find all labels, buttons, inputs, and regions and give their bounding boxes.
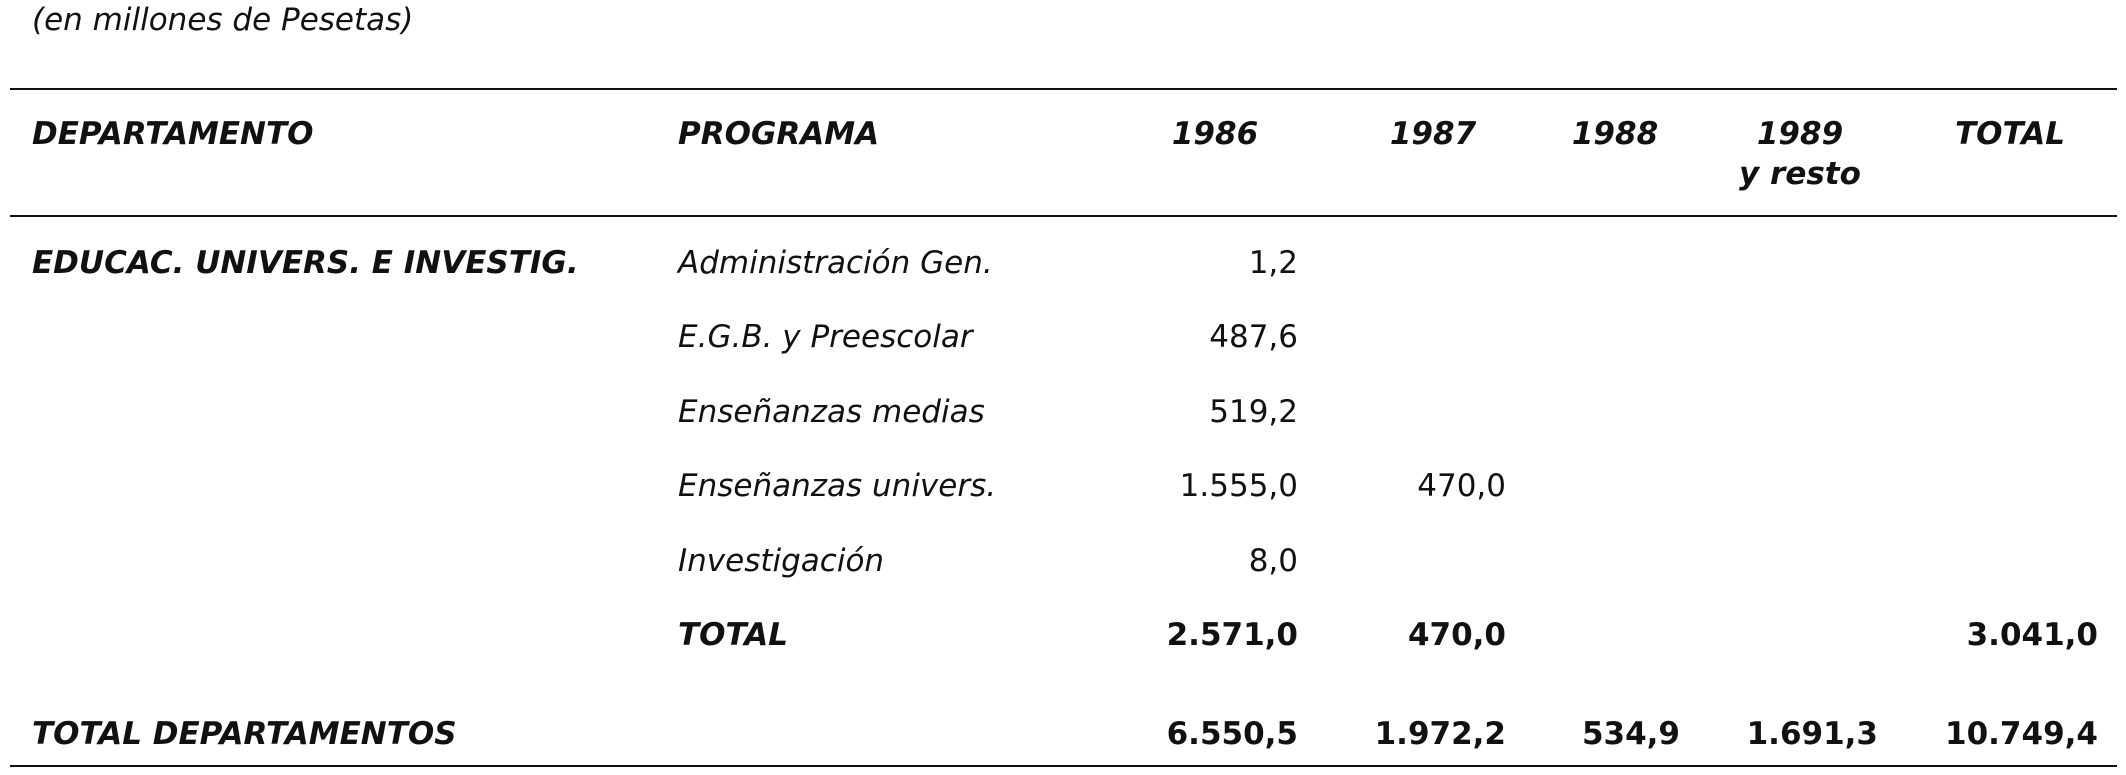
- row-1987: 470,0: [1417, 468, 1506, 504]
- grand-total-1988: 534,9: [1581, 716, 1680, 752]
- bottom-rule: [10, 765, 2117, 767]
- top-rule: [10, 88, 2117, 90]
- subtotal-1986: 2.571,0: [1166, 617, 1298, 653]
- table-caption: (en millones de Pesetas): [32, 2, 414, 38]
- header-total: TOTAL: [1955, 116, 2065, 152]
- row-programa: E.G.B. y Preescolar: [678, 319, 973, 355]
- row-programa: Administración Gen.: [678, 245, 993, 281]
- header-1987: 1987: [1389, 116, 1477, 152]
- subtotal-1987: 470,0: [1407, 617, 1506, 653]
- row-programa: Enseñanzas univers.: [678, 468, 997, 504]
- section-departamento: EDUCAC. UNIVERS. E INVESTIG.: [32, 245, 579, 281]
- subtotal-total: 3.041,0: [1966, 617, 2098, 653]
- row-1986: 8,0: [1248, 543, 1298, 579]
- row-1986: 487,6: [1209, 319, 1298, 355]
- header-programa: PROGRAMA: [678, 116, 880, 152]
- grand-total-1989: 1.691,3: [1746, 716, 1878, 752]
- header-1986: 1986: [1171, 116, 1259, 152]
- row-programa: Investigación: [678, 543, 885, 579]
- header-1988: 1988: [1571, 116, 1659, 152]
- header-1989-line1: 1989: [1756, 116, 1844, 152]
- grand-total-total: 10.749,4: [1945, 716, 2098, 752]
- grand-total-1987: 1.972,2: [1374, 716, 1506, 752]
- header-1989-line2: y resto: [1739, 156, 1861, 192]
- row-programa: Enseñanzas medias: [678, 394, 985, 430]
- header-1989: 1989 y resto: [1720, 114, 1880, 194]
- row-1986: 519,2: [1209, 394, 1298, 430]
- header-rule: [10, 215, 2117, 217]
- grand-total-1986: 6.550,5: [1166, 716, 1298, 752]
- header-departamento: DEPARTAMENTO: [32, 116, 314, 152]
- row-1986: 1,2: [1248, 245, 1298, 281]
- grand-total-label: TOTAL DEPARTAMENTOS: [32, 716, 457, 752]
- subtotal-label: TOTAL: [678, 617, 788, 653]
- row-1986: 1.555,0: [1179, 468, 1298, 504]
